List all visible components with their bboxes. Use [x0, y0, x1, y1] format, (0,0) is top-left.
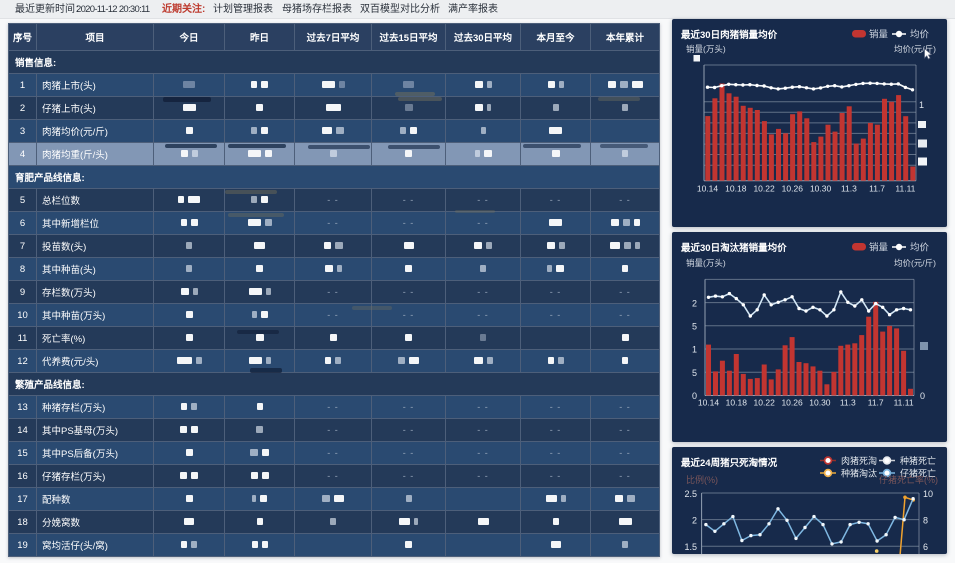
- svg-text:0: 0: [920, 391, 925, 401]
- svg-text:种猪死亡: 种猪死亡: [900, 455, 936, 466]
- svg-text:种猪淘汰: 种猪淘汰: [841, 468, 877, 479]
- svg-text:最近30日肉猪销量均价: 最近30日肉猪销量均价: [681, 29, 778, 41]
- svg-text:10.22: 10.22: [754, 398, 776, 408]
- svg-text:1: 1: [919, 100, 924, 110]
- svg-text:肉猪死淘: 肉猪死淘: [841, 455, 877, 466]
- svg-text:8: 8: [923, 516, 928, 526]
- svg-text:10.14: 10.14: [698, 398, 720, 408]
- svg-text:10.30: 10.30: [809, 398, 831, 408]
- svg-text:仔猪死亡: 仔猪死亡: [900, 468, 936, 479]
- svg-text:比例(%): 比例(%): [686, 474, 718, 485]
- svg-text:10.30: 10.30: [810, 184, 832, 194]
- svg-text:10.26: 10.26: [781, 398, 803, 408]
- svg-text:10.18: 10.18: [725, 184, 747, 194]
- svg-text:10.22: 10.22: [753, 184, 775, 194]
- svg-text:销量: 销量: [869, 242, 889, 254]
- svg-text:均价(元/斤): 均价(元/斤): [894, 44, 936, 54]
- svg-text:1.5: 1.5: [684, 542, 697, 552]
- svg-text:销量(万头): 销量(万头): [686, 258, 726, 268]
- svg-text:10.14: 10.14: [697, 184, 719, 194]
- svg-text:11.11: 11.11: [895, 184, 915, 194]
- svg-text:均价: 均价: [910, 242, 930, 254]
- svg-text:0: 0: [692, 391, 697, 401]
- svg-text:11.3: 11.3: [841, 184, 857, 194]
- svg-text:11.3: 11.3: [840, 398, 856, 408]
- svg-text:2: 2: [692, 516, 697, 526]
- svg-text:1: 1: [692, 345, 697, 355]
- svg-text:10.26: 10.26: [782, 184, 804, 194]
- svg-text:销量: 销量: [869, 29, 889, 41]
- svg-text:11.7: 11.7: [868, 398, 884, 408]
- svg-text:均价: 均价: [910, 29, 930, 41]
- svg-text:最近24周猪只死淘情况: 最近24周猪只死淘情况: [681, 457, 778, 469]
- svg-text:仔猪死亡率(%): 仔猪死亡率(%): [879, 474, 938, 485]
- svg-text:最近30日淘汰猪销量均价: 最近30日淘汰猪销量均价: [681, 242, 787, 254]
- svg-text:均价(元/斤): 均价(元/斤): [894, 258, 936, 268]
- svg-text:销量(万头): 销量(万头): [686, 44, 726, 54]
- svg-text:10: 10: [923, 489, 933, 499]
- svg-text:6: 6: [923, 542, 928, 552]
- svg-text:11.7: 11.7: [869, 184, 885, 194]
- svg-text:5: 5: [692, 368, 697, 378]
- svg-text:11.11: 11.11: [894, 398, 914, 408]
- svg-text:2.5: 2.5: [684, 489, 697, 499]
- svg-text:5: 5: [692, 322, 697, 332]
- svg-text:2: 2: [692, 298, 697, 308]
- svg-text:10.18: 10.18: [726, 398, 748, 408]
